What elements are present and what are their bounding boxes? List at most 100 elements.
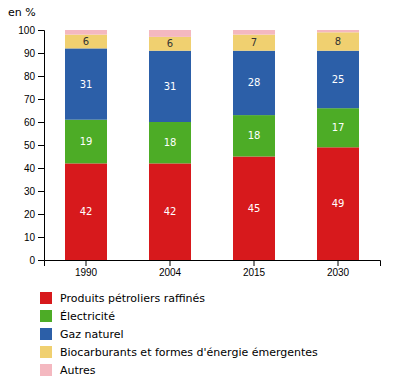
- chart: 4242454919181817313128256678010203040506…: [0, 0, 400, 382]
- y-tick: 80: [24, 71, 44, 82]
- tick-label: 0: [29, 255, 35, 266]
- legend-label: Électricité: [60, 310, 115, 323]
- legend-label: Produits pétroliers raffinés: [60, 292, 205, 305]
- data-label: 19: [80, 136, 93, 147]
- tick-mark: [38, 122, 44, 123]
- x-tick: 2004: [159, 260, 182, 278]
- data-label: 25: [332, 74, 345, 85]
- bars: [65, 30, 359, 260]
- y-axis: 0102030405060708090100: [18, 25, 44, 266]
- tick-mark: [38, 53, 44, 54]
- tick-label: 100: [18, 25, 35, 36]
- bar-segment: [233, 157, 275, 261]
- data-label: 49: [332, 198, 345, 209]
- tick-label: 2015: [243, 267, 266, 278]
- series: [65, 32, 359, 50]
- data-label: 42: [80, 206, 93, 217]
- bar-segment: [233, 51, 275, 115]
- tick-mark: [38, 30, 44, 31]
- legend-entry: Produits pétroliers raffinés: [40, 292, 205, 305]
- x-tick: 1990: [75, 260, 98, 278]
- bar-segment: [317, 32, 359, 50]
- tick-mark: [38, 237, 44, 238]
- tick-label: 60: [24, 117, 36, 128]
- y-axis-title: en %: [8, 6, 36, 19]
- tick-mark: [38, 76, 44, 77]
- legend-entry: Électricité: [40, 310, 115, 323]
- tick-label: 1990: [75, 267, 98, 278]
- tick-mark: [38, 191, 44, 192]
- legend-entry: Autres: [40, 364, 96, 377]
- axis-line: [45, 261, 381, 267]
- legend-swatch: [40, 364, 52, 376]
- legend: Produits pétroliers raffinés Électricité G…: [40, 292, 318, 377]
- legend-entry: Biocarburants et formes d'énergie émerge…: [40, 346, 318, 359]
- legend-swatch: [40, 292, 52, 304]
- y-tick: 10: [24, 232, 44, 243]
- tick-label: 90: [24, 48, 36, 59]
- tick-mark: [338, 260, 339, 266]
- data-label: 18: [164, 137, 177, 148]
- tick-label: 2030: [327, 267, 350, 278]
- tick-mark: [170, 260, 171, 266]
- y-tick: 100: [18, 25, 44, 36]
- bar-segment: [149, 37, 191, 51]
- data-label: 42: [164, 206, 177, 217]
- data-label: 17: [332, 122, 345, 133]
- series: [65, 30, 359, 37]
- y-tick: 40: [24, 163, 44, 174]
- bar-segment: [317, 51, 359, 108]
- plot: 4242454919181817313128256678010203040506…: [18, 25, 380, 278]
- legend-label: Gaz naturel: [60, 328, 124, 341]
- bar-segment: [65, 120, 107, 164]
- bar-segment: [149, 30, 191, 37]
- data-label: 6: [83, 36, 89, 47]
- tick-mark: [86, 260, 87, 266]
- bar-segment: [65, 30, 107, 35]
- tick-mark: [254, 260, 255, 266]
- y-tick: 0: [29, 255, 44, 266]
- data-label: 7: [251, 37, 257, 48]
- y-tick: 30: [24, 186, 44, 197]
- series: [65, 108, 359, 163]
- tick-label: 30: [24, 186, 36, 197]
- bar-segment: [317, 30, 359, 32]
- y-tick: 70: [24, 94, 44, 105]
- bar-segment: [149, 163, 191, 260]
- bar-segment: [65, 163, 107, 260]
- tick-label: 2004: [159, 267, 182, 278]
- legend-swatch: [40, 310, 52, 322]
- tick-label: 10: [24, 232, 36, 243]
- legend-swatch: [40, 328, 52, 340]
- data-label: 28: [248, 77, 261, 88]
- data-label: 6: [167, 38, 173, 49]
- tick-mark: [38, 145, 44, 146]
- bar-segment: [233, 115, 275, 156]
- tick-label: 80: [24, 71, 36, 82]
- data-label: 8: [335, 36, 341, 47]
- data-labels: 4242454919181817313128256678: [80, 36, 345, 217]
- data-label: 18: [248, 130, 261, 141]
- tick-mark: [38, 99, 44, 100]
- x-tick: 2015: [243, 260, 266, 278]
- tick-label: 70: [24, 94, 36, 105]
- tick-mark: [38, 168, 44, 169]
- bar-segment: [149, 122, 191, 163]
- legend-label: Autres: [60, 364, 96, 377]
- data-label: 31: [80, 79, 93, 90]
- y-tick: 60: [24, 117, 44, 128]
- bar-segment: [233, 30, 275, 35]
- bar-segment: [317, 147, 359, 260]
- y-tick: 50: [24, 140, 44, 151]
- series: [65, 147, 359, 260]
- bar-segment: [149, 51, 191, 122]
- legend-swatch: [40, 346, 52, 358]
- data-label: 45: [248, 203, 261, 214]
- tick-mark: [38, 260, 44, 261]
- y-tick: 90: [24, 48, 44, 59]
- series: [65, 48, 359, 122]
- legend-entry: Gaz naturel: [40, 328, 124, 341]
- axis-line: [38, 31, 45, 261]
- legend-label: Biocarburants et formes d'énergie émerge…: [60, 346, 318, 359]
- tick-label: 40: [24, 163, 36, 174]
